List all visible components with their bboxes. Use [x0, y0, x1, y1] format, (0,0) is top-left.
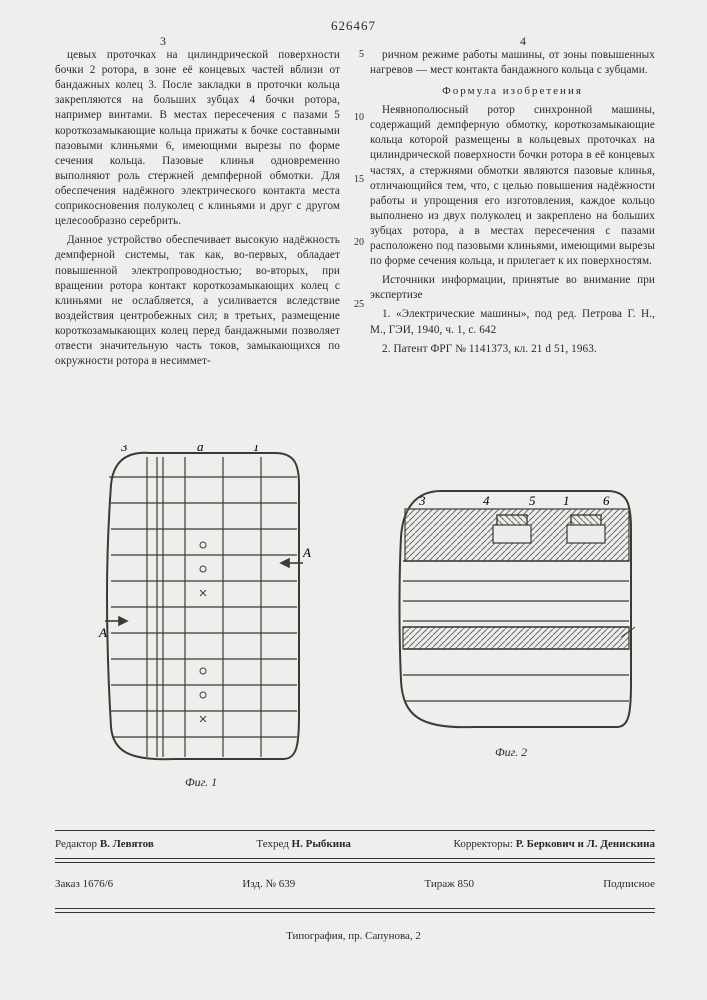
right-p5: 2. Патент ФРГ № 1141373, кл. 21 d 51, 19… [370, 342, 655, 357]
page-number-right: 4 [520, 34, 526, 49]
formula-title: Формула изобретения [370, 84, 655, 99]
rule-2 [55, 858, 655, 859]
rule-1 [55, 830, 655, 831]
column-left: цевых проточках на цилиндрической поверх… [55, 48, 340, 373]
figure-1-caption: Фиг. 1 [185, 775, 217, 790]
page-number-left: 3 [160, 34, 166, 49]
figure-1: 3 d 1 A A [85, 445, 315, 770]
right-p3: Источники информации, принятые во вниман… [370, 273, 655, 303]
column-right: ричном режиме работы машины, от зоны пов… [370, 48, 655, 361]
techred: Техред Н. Рыбкина [256, 838, 351, 850]
fig1-label-3: 3 [120, 445, 128, 454]
fig2-label-5: 5 [529, 493, 536, 508]
footer-print-data: Заказ 1676/6 Изд. № 639 Тираж 850 Подпис… [55, 878, 655, 890]
fig2-label-6: 6 [603, 493, 610, 508]
right-p4: 1. «Электрические машины», под ред. Петр… [370, 307, 655, 337]
line-numbers: 5 10 15 20 25 [350, 48, 364, 361]
edition: Изд. № 639 [242, 878, 295, 890]
fig1-label-1: 1 [253, 445, 260, 454]
sign: Подписное [603, 878, 655, 890]
rule-3 [55, 862, 655, 863]
left-p1: цевых проточках на цилиндрической поверх… [55, 48, 340, 229]
right-p1: ричном режиме работы машины, от зоны пов… [370, 48, 655, 78]
right-p2: Неявнополюсный ротор синхронной машины, … [370, 103, 655, 269]
fig1-label-A1: A [98, 625, 107, 640]
order: Заказ 1676/6 [55, 878, 113, 890]
fig2-label-4: 4 [483, 493, 490, 508]
left-p2: Данное устройство обеспечивает высокую н… [55, 233, 340, 369]
doc-number: 626467 [0, 18, 707, 34]
figure-2-caption: Фиг. 2 [495, 745, 527, 760]
editor: Редактор В. Левятов [55, 838, 154, 850]
fig1-label-d: d [197, 445, 204, 454]
footer-printer: Типография, пр. Сапунова, 2 [0, 930, 707, 942]
figures: 3 d 1 A A Фиг. 1 [55, 445, 655, 795]
correctors: Корректоры: Р. Беркович и Л. Денискина [454, 838, 655, 850]
footer-credits: Редактор В. Левятов Техред Н. Рыбкина Ко… [55, 838, 655, 850]
page: { "doc_number": "626467", "page_left": "… [0, 0, 707, 1000]
tirazh: Тираж 850 [424, 878, 474, 890]
fig2-label-3: 3 [418, 493, 426, 508]
rule-5 [55, 912, 655, 913]
rule-4 [55, 908, 655, 909]
fig2-label-1: 1 [563, 493, 570, 508]
figure-2: A–A 3 4 5 1 6 2 [385, 485, 635, 740]
fig1-label-A2: A [302, 545, 311, 560]
